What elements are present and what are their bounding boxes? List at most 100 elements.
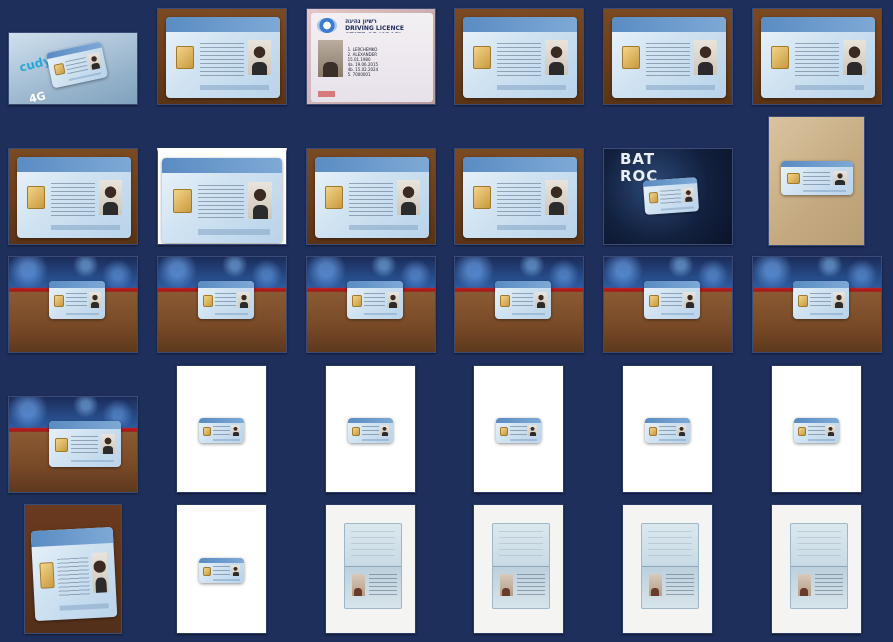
gallery-thumbnail[interactable] xyxy=(622,504,713,634)
id-card-lines xyxy=(511,293,534,310)
licence-photo xyxy=(318,39,343,78)
passport-ptxt xyxy=(665,574,694,597)
passport-ppic xyxy=(648,574,663,597)
gallery-thumbnail[interactable]: BAT ROC xyxy=(603,148,733,245)
gallery-thumbnail[interactable] xyxy=(306,148,436,245)
licence-field-0: 1. LERCHEMKO xyxy=(347,46,378,52)
gallery-thumbnail[interactable] xyxy=(771,365,862,493)
id-card-stripe xyxy=(802,189,846,192)
id-card-lines xyxy=(70,435,98,456)
gallery-thumbnail[interactable] xyxy=(157,8,287,105)
id-card-lines xyxy=(212,426,230,437)
id-card-band xyxy=(315,157,429,172)
gallery-thumbnail[interactable]: cudy 4G xyxy=(8,32,138,105)
gallery-thumbnail[interactable] xyxy=(306,256,436,353)
id-card-band xyxy=(761,17,875,32)
id-card-stripe xyxy=(198,229,270,235)
gallery-thumbnail[interactable] xyxy=(771,504,862,634)
gallery-thumbnail[interactable] xyxy=(176,365,267,493)
gallery-thumbnail[interactable] xyxy=(8,256,138,353)
id-card-chip xyxy=(176,46,195,70)
id-card-chip xyxy=(55,437,68,452)
gallery-thumbnail[interactable] xyxy=(325,504,416,634)
emblem-icon xyxy=(317,18,337,33)
id-card-band xyxy=(794,418,839,423)
id-card xyxy=(463,157,577,238)
id-card-photo xyxy=(528,425,538,436)
id-card xyxy=(644,281,700,319)
id-card xyxy=(199,558,244,583)
gallery-thumbnail[interactable] xyxy=(622,365,713,493)
id-card-photo xyxy=(826,425,836,436)
id-card-chip xyxy=(798,427,807,436)
id-card-photo xyxy=(545,179,568,216)
passport-top xyxy=(350,530,396,561)
gallery-thumbnail[interactable] xyxy=(8,148,138,245)
id-card-band xyxy=(793,281,849,288)
gallery-thumbnail[interactable] xyxy=(176,504,267,634)
gallery-thumbnail[interactable] xyxy=(603,256,733,353)
id-card-band xyxy=(496,418,541,423)
passport-ppic xyxy=(797,574,812,597)
id-card-band xyxy=(348,418,393,423)
id-card-band xyxy=(49,281,105,288)
gallery-thumbnail[interactable] xyxy=(8,396,138,493)
id-card xyxy=(612,17,726,98)
id-card-chip xyxy=(27,186,46,210)
id-card-chip xyxy=(648,192,659,204)
licence-field-3: 4a. 19.06.2015 xyxy=(347,61,379,67)
gallery-thumbnail[interactable] xyxy=(157,148,287,245)
id-card-band xyxy=(162,158,282,174)
id-card-lines xyxy=(198,185,244,221)
id-card-stripe xyxy=(200,85,269,90)
id-card-lines xyxy=(65,293,88,310)
id-card xyxy=(642,177,700,215)
id-card-stripe xyxy=(51,225,120,230)
gallery-thumbnail[interactable] xyxy=(473,365,564,493)
id-card-band xyxy=(644,281,700,288)
id-card xyxy=(49,421,121,467)
id-card xyxy=(166,17,280,98)
passport-fold xyxy=(345,566,401,567)
id-card-chip xyxy=(172,188,192,213)
gallery-thumbnail[interactable] xyxy=(752,8,882,105)
gallery-thumbnail[interactable] xyxy=(603,8,733,105)
id-card-stripe xyxy=(497,85,566,90)
licence-field-5: 5. 7000001 xyxy=(347,71,371,77)
id-card-band xyxy=(612,17,726,32)
passport-fold xyxy=(791,566,847,567)
id-card xyxy=(198,281,254,319)
passport-ptxt xyxy=(516,574,545,597)
id-card-photo xyxy=(677,425,687,436)
id-card-stripe xyxy=(497,225,566,230)
id-card-photo xyxy=(832,170,848,186)
id-card xyxy=(347,281,403,319)
id-card-stripe xyxy=(349,225,418,230)
id-card-stripe xyxy=(511,312,546,316)
id-card-lines xyxy=(361,426,379,437)
id-card-lines xyxy=(658,426,676,437)
id-card-stripe xyxy=(361,439,389,441)
gallery-thumbnail[interactable] xyxy=(325,365,416,493)
id-card-stripe xyxy=(660,312,695,316)
id-card-stripe xyxy=(65,312,100,316)
gallery-thumbnail[interactable] xyxy=(454,8,584,105)
id-card-band xyxy=(781,161,853,168)
gallery-thumbnail[interactable] xyxy=(752,256,882,353)
passport-fold xyxy=(642,566,698,567)
id-card xyxy=(463,17,577,98)
id-card-lines xyxy=(200,42,244,77)
gallery-thumbnail[interactable] xyxy=(24,504,122,634)
gallery-thumbnail[interactable] xyxy=(473,504,564,634)
gallery-thumbnail[interactable] xyxy=(454,256,584,353)
id-card-stripe xyxy=(212,579,240,581)
gallery-thumbnail[interactable] xyxy=(157,256,287,353)
id-card-lines xyxy=(64,56,89,76)
gallery-thumbnail[interactable] xyxy=(454,148,584,245)
id-card xyxy=(496,418,541,443)
id-card-stripe xyxy=(809,312,844,316)
gallery-thumbnail[interactable] xyxy=(768,116,865,246)
